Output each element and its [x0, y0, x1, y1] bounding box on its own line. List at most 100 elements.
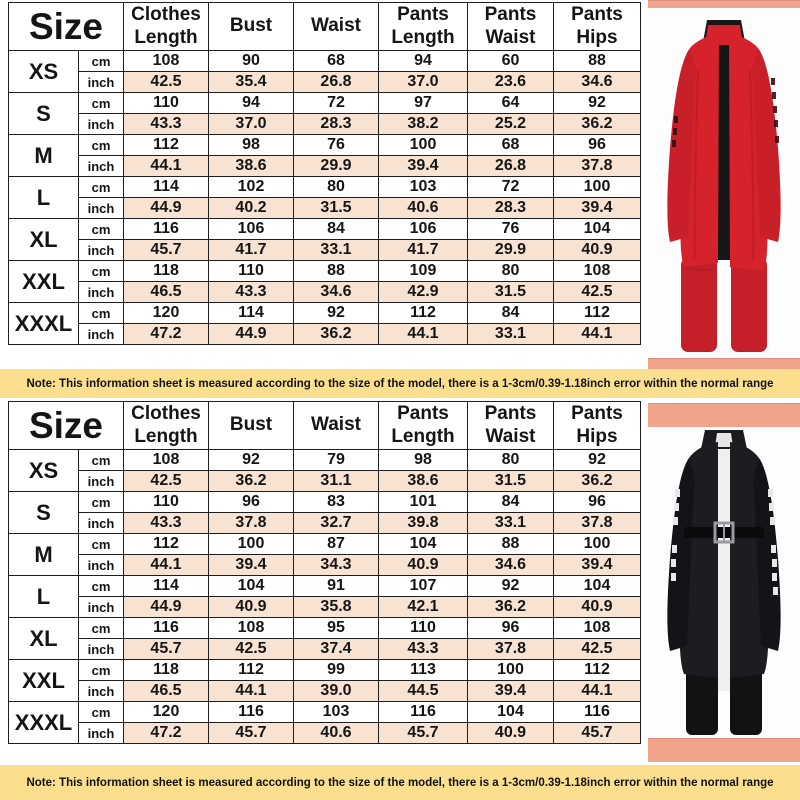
value-cell: 40.9	[208, 596, 294, 618]
value-cell: 108	[123, 449, 209, 471]
table-row: inch 43.3 37.0 28.3 38.2 25.2 36.2	[9, 113, 641, 135]
unit-cell: inch	[78, 470, 124, 492]
value-cell: 98	[378, 449, 468, 471]
column-header-cell: Waist	[293, 401, 379, 450]
value-cell: 36.2	[293, 323, 379, 345]
value-cell: 103	[293, 701, 379, 723]
column-header-cell: Pants Waist	[467, 401, 554, 450]
value-cell: 104	[378, 533, 468, 555]
column-header-cell: Pants Hips	[553, 401, 641, 450]
column-header-cell: Clothes Length	[123, 401, 209, 450]
unit-cell: inch	[78, 638, 124, 660]
column-header-cell: Bust	[208, 2, 294, 51]
value-cell: 35.8	[293, 596, 379, 618]
black-coat-illustration	[667, 430, 781, 735]
value-cell: 108	[123, 50, 209, 72]
value-cell: 68	[293, 50, 379, 72]
value-cell: 31.5	[293, 197, 379, 219]
value-cell: 37.0	[208, 113, 294, 135]
value-cell: 114	[123, 575, 209, 597]
table-row: XL cm 116 106 84 106 76 104	[8, 218, 641, 261]
value-cell: 116	[208, 701, 294, 723]
value-cell: 84	[293, 218, 379, 240]
unit-cell: cm	[78, 659, 124, 681]
value-cell: 92	[553, 92, 641, 114]
value-cell: 47.2	[123, 323, 209, 345]
unit-cell: inch	[78, 281, 124, 303]
column-header-cell: Pants Length	[378, 2, 468, 51]
value-cell: 104	[553, 218, 641, 240]
value-cell: 44.1	[553, 680, 641, 702]
value-cell: 96	[553, 134, 641, 156]
value-cell: 112	[208, 659, 294, 681]
value-cell: 32.7	[293, 512, 379, 534]
value-cell: 43.3	[123, 512, 209, 534]
value-cell: 72	[467, 176, 554, 198]
value-cell: 31.5	[467, 281, 554, 303]
value-cell: 110	[123, 491, 209, 513]
value-cell: 88	[467, 533, 554, 555]
size-label-cell: M	[8, 533, 79, 576]
table-row: inch 47.2 45.7 40.6 45.7 40.9 45.7	[9, 722, 641, 744]
unit-cell: cm	[78, 491, 124, 513]
table-row: inch 44.9 40.2 31.5 40.6 28.3 39.4	[9, 197, 641, 219]
value-cell: 79	[293, 449, 379, 471]
value-cell: 116	[123, 218, 209, 240]
value-cell: 38.6	[378, 470, 468, 492]
size-chart-section-black: Size Clothes Length Bust Waist Pants Length P…	[0, 400, 800, 800]
value-cell: 94	[208, 92, 294, 114]
value-cell: 76	[467, 218, 554, 240]
value-cell: 42.5	[123, 71, 209, 93]
unit-cell: inch	[78, 71, 124, 93]
black-costume-photo	[648, 427, 800, 738]
value-cell: 103	[378, 176, 468, 198]
value-cell: 40.6	[293, 722, 379, 744]
value-cell: 112	[553, 302, 641, 324]
unit-cell: cm	[78, 176, 124, 198]
value-cell: 113	[378, 659, 468, 681]
column-header-cell: Pants Length	[378, 401, 468, 450]
value-cell: 76	[293, 134, 379, 156]
value-cell: 104	[467, 701, 554, 723]
value-cell: 44.1	[378, 323, 468, 345]
value-cell: 40.2	[208, 197, 294, 219]
value-cell: 47.2	[123, 722, 209, 744]
value-cell: 109	[378, 260, 468, 282]
accent-strip	[648, 738, 800, 762]
value-cell: 44.9	[208, 323, 294, 345]
sleeve-marks	[671, 489, 778, 595]
value-cell: 91	[293, 575, 379, 597]
table-row: XS cm 108 92 79 98 80 92	[8, 449, 641, 492]
value-cell: 28.3	[293, 113, 379, 135]
table-row: XL cm 116 108 95 110 96 108	[8, 617, 641, 660]
unit-cell: cm	[78, 302, 124, 324]
value-cell: 42.1	[378, 596, 468, 618]
value-cell: 38.6	[208, 155, 294, 177]
value-cell: 41.7	[378, 239, 468, 261]
value-cell: 42.5	[123, 470, 209, 492]
value-cell: 98	[208, 134, 294, 156]
table-row: inch 45.7 42.5 37.4 43.3 37.8 42.5	[9, 638, 641, 660]
value-cell: 36.2	[467, 596, 554, 618]
value-cell: 40.9	[553, 596, 641, 618]
value-cell: 44.9	[123, 197, 209, 219]
value-cell: 92	[293, 302, 379, 324]
value-cell: 44.5	[378, 680, 468, 702]
value-cell: 31.1	[293, 470, 379, 492]
unit-cell: inch	[78, 512, 124, 534]
value-cell: 33.1	[293, 239, 379, 261]
unit-cell: cm	[78, 449, 124, 471]
value-cell: 100	[553, 533, 641, 555]
value-cell: 36.2	[208, 470, 294, 492]
column-header-cell: Pants Waist	[467, 2, 554, 51]
value-cell: 96	[208, 491, 294, 513]
value-cell: 104	[553, 575, 641, 597]
value-cell: 40.6	[378, 197, 468, 219]
value-cell: 36.2	[553, 113, 641, 135]
value-cell: 37.8	[208, 512, 294, 534]
value-cell: 37.8	[553, 155, 641, 177]
value-cell: 42.5	[553, 638, 641, 660]
